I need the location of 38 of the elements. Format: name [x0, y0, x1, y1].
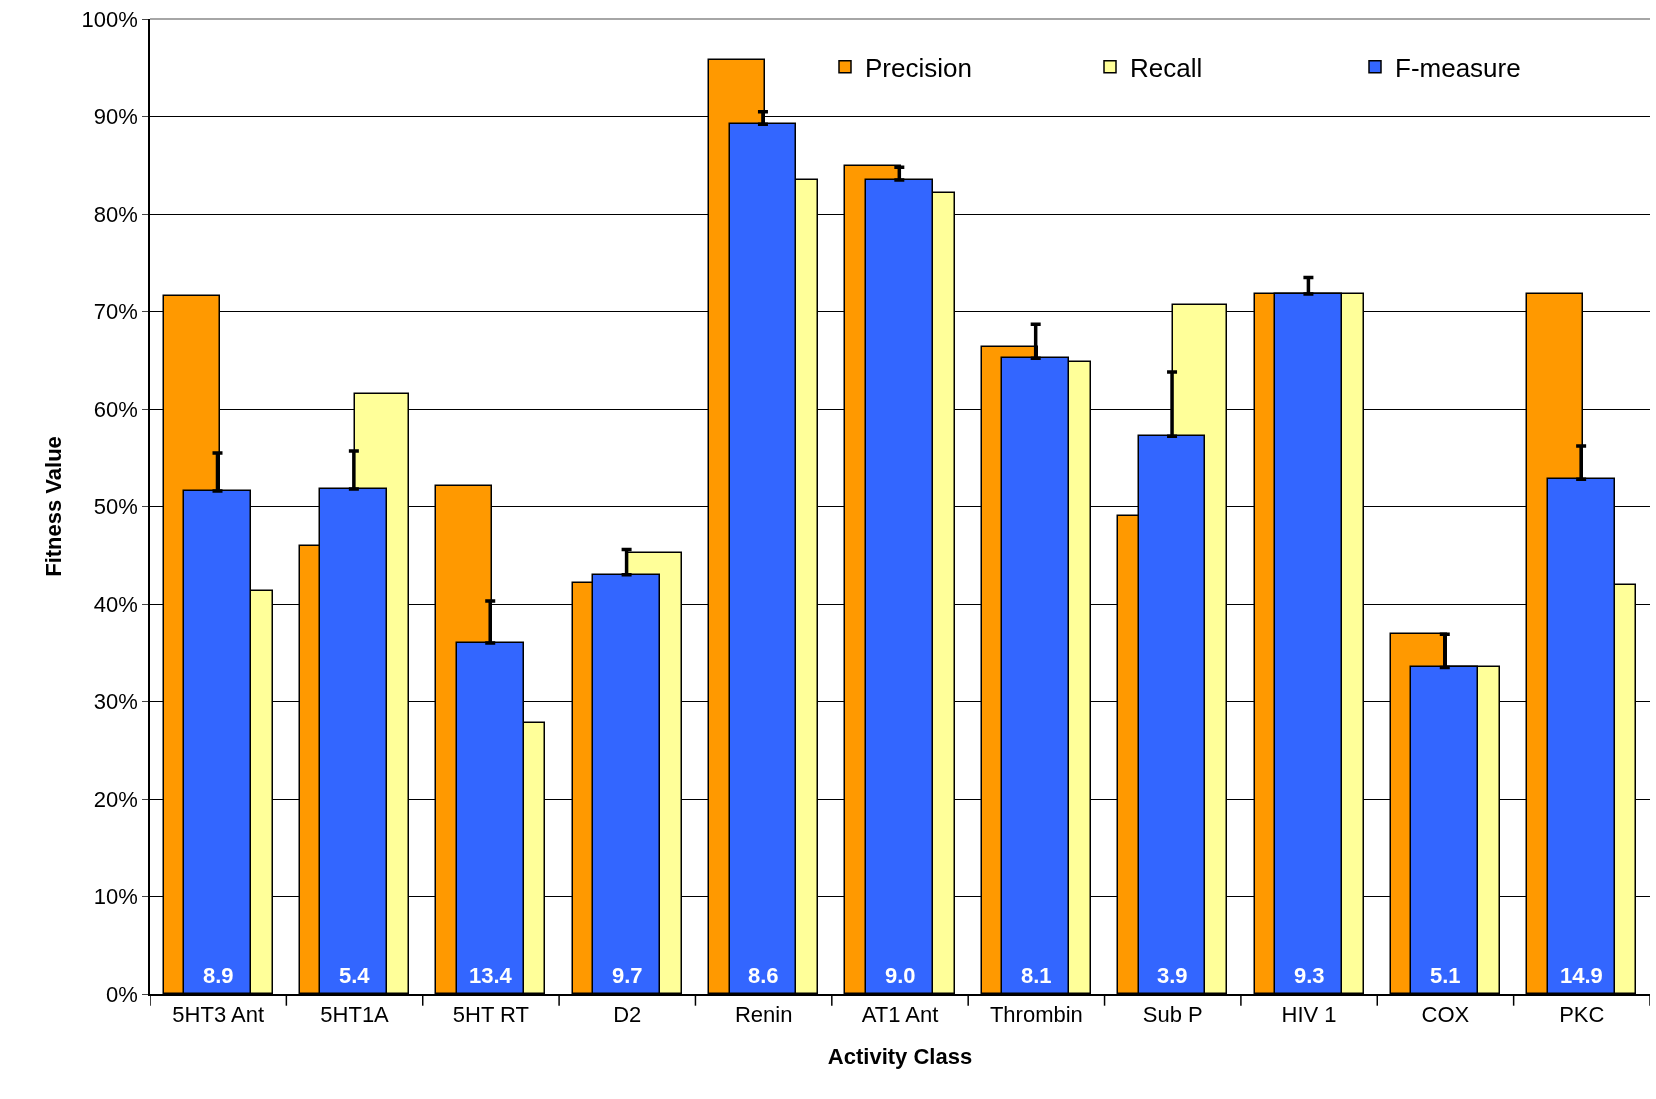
legend-label: Precision — [865, 52, 972, 83]
x-tick-label: Sub P — [1142, 1002, 1203, 1028]
y-tick-label: 0% — [106, 981, 138, 1007]
legend-label: F-measure — [1395, 52, 1521, 83]
annotation: 3.9 — [1157, 963, 1188, 988]
annotation: 8.6 — [748, 963, 779, 988]
annotation: 8.9 — [203, 963, 234, 988]
y-tick-label: 30% — [93, 689, 138, 715]
y-tick-label: 20% — [93, 786, 138, 812]
annotation: 13.4 — [469, 963, 513, 988]
y-tick-label: 10% — [93, 884, 138, 910]
y-tick-label: 40% — [93, 591, 138, 617]
annotation: 9.0 — [885, 963, 916, 988]
x-tick-label: 5HT3 Ant — [172, 1002, 265, 1028]
y-tick-label: 60% — [93, 396, 138, 422]
x-tick-label: 5HT RT — [452, 1002, 530, 1028]
annotation: 14.9 — [1560, 963, 1603, 988]
y-tick-label: 80% — [93, 201, 138, 227]
x-tick-label: AT1 Ant — [861, 1002, 939, 1028]
annotation: 9.7 — [612, 963, 643, 988]
x-tick-label: HIV 1 — [1281, 1002, 1337, 1028]
x-tick-label: Thrombin — [989, 1002, 1083, 1028]
annotation: 9.3 — [1294, 963, 1325, 988]
x-tick-label: D2 — [613, 1002, 642, 1028]
annotation: 5.4 — [339, 963, 371, 988]
annotation: 8.1 — [1021, 963, 1052, 988]
y-tick-label: 50% — [93, 494, 138, 520]
x-axis-title: Activity Class — [827, 1043, 973, 1069]
x-tick-label: 5HT1A — [320, 1002, 390, 1028]
annotation: 5.1 — [1430, 963, 1461, 988]
x-tick-label: PKC — [1559, 1002, 1605, 1028]
x-tick-label: Renin — [734, 1002, 793, 1028]
y-tick-label: 90% — [93, 104, 138, 130]
y-tick-label: 100% — [81, 6, 138, 32]
legend-label: Recall — [1130, 52, 1203, 83]
y-axis-title: Fitness Value — [40, 436, 66, 577]
x-tick-label: COX — [1421, 1002, 1470, 1028]
y-tick-label: 70% — [93, 299, 138, 325]
